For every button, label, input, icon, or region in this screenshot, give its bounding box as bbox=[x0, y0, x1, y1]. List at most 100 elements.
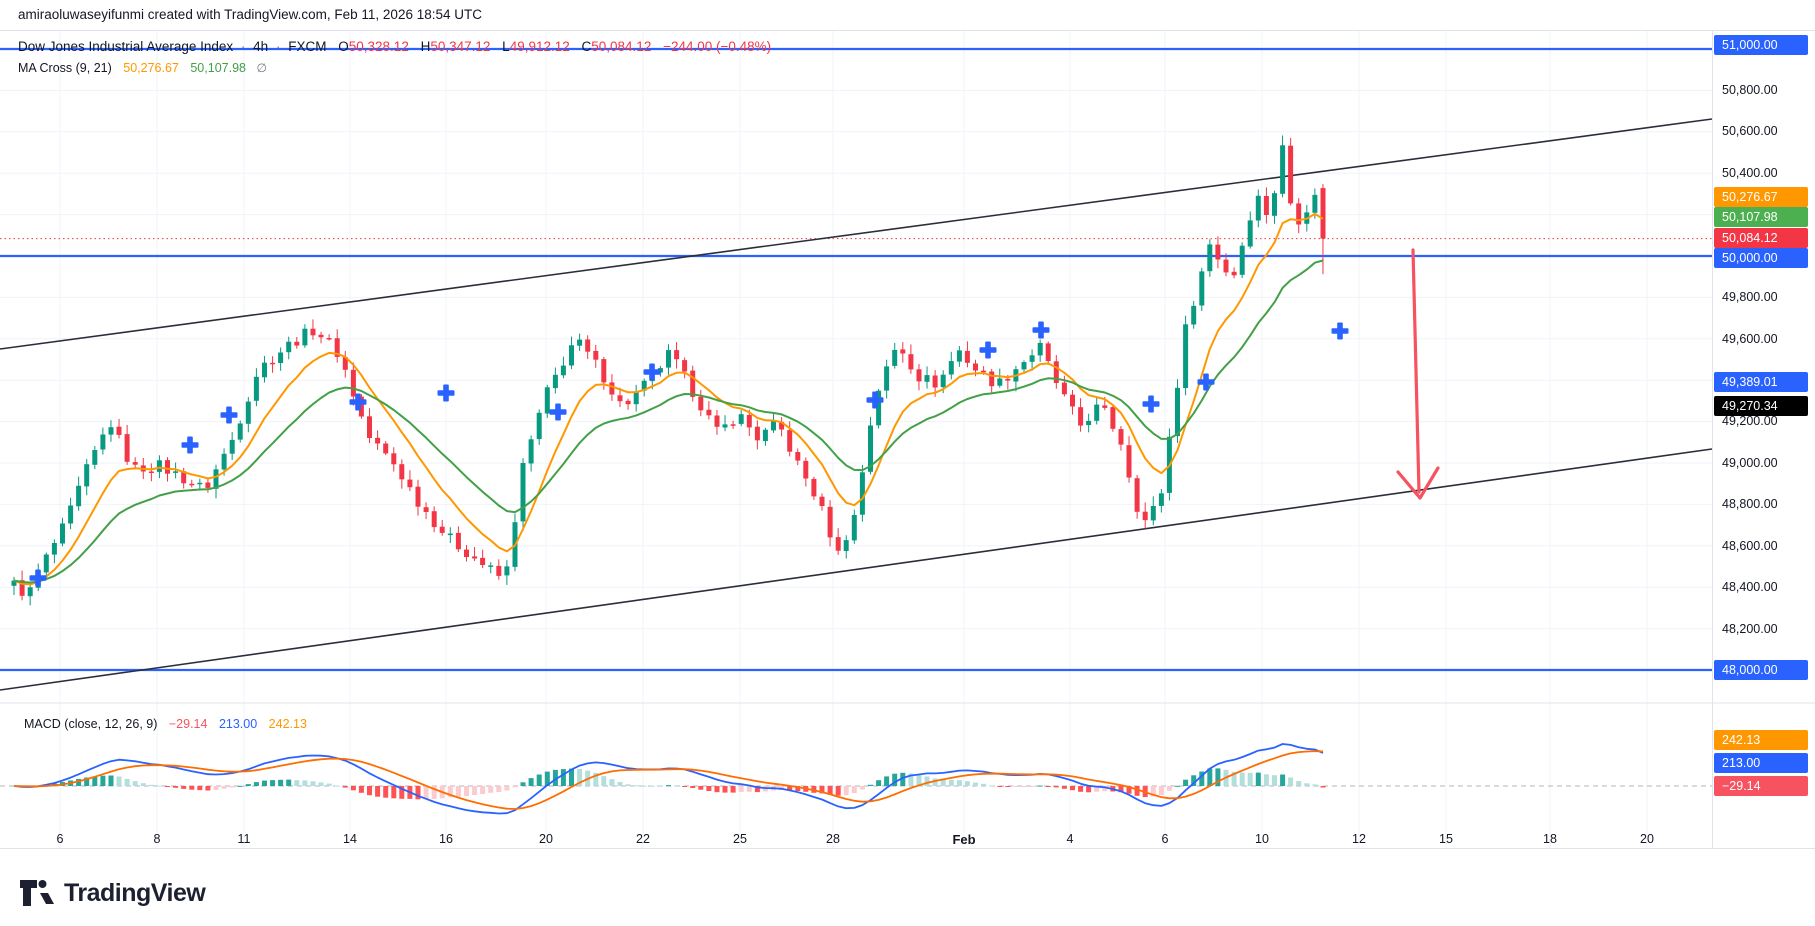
candle[interactable] bbox=[84, 464, 90, 487]
candle[interactable] bbox=[989, 371, 995, 387]
candle[interactable] bbox=[674, 350, 680, 360]
candle[interactable] bbox=[771, 421, 776, 431]
indicator-hidden-icon[interactable]: ∅ bbox=[256, 61, 267, 75]
candle[interactable] bbox=[754, 426, 760, 441]
candle[interactable] bbox=[609, 382, 615, 395]
candle[interactable] bbox=[229, 439, 235, 454]
ma-cross-marker[interactable] bbox=[979, 341, 997, 359]
candle[interactable] bbox=[1223, 259, 1229, 273]
candle[interactable] bbox=[455, 532, 461, 550]
exchange-label[interactable]: FXCM bbox=[288, 39, 327, 54]
candle[interactable] bbox=[520, 463, 526, 522]
candle[interactable] bbox=[1175, 387, 1180, 437]
candle[interactable] bbox=[730, 424, 736, 426]
candle[interactable] bbox=[536, 412, 542, 440]
candles[interactable] bbox=[11, 135, 1326, 606]
candle[interactable] bbox=[819, 496, 825, 506]
candle[interactable] bbox=[1037, 342, 1043, 356]
candle[interactable] bbox=[738, 414, 744, 424]
candle[interactable] bbox=[221, 453, 227, 470]
candle[interactable] bbox=[528, 439, 534, 464]
candle[interactable] bbox=[924, 375, 930, 382]
candle[interactable] bbox=[302, 328, 308, 346]
candle[interactable] bbox=[132, 462, 138, 465]
candle[interactable] bbox=[1078, 407, 1084, 426]
candle[interactable] bbox=[552, 374, 558, 389]
candle[interactable] bbox=[973, 363, 978, 371]
candle[interactable] bbox=[560, 365, 566, 376]
candle[interactable] bbox=[92, 450, 98, 465]
candle[interactable] bbox=[262, 362, 267, 378]
candle[interactable] bbox=[916, 369, 922, 382]
ma-cross-marker[interactable] bbox=[1032, 321, 1050, 339]
candle[interactable] bbox=[892, 349, 898, 366]
candle[interactable] bbox=[1207, 244, 1213, 272]
candle[interactable] bbox=[908, 354, 914, 370]
candle[interactable] bbox=[1231, 271, 1237, 276]
candle[interactable] bbox=[375, 437, 381, 444]
candle[interactable] bbox=[714, 415, 720, 427]
candle[interactable] bbox=[270, 362, 276, 365]
candle[interactable] bbox=[1045, 343, 1051, 361]
candle[interactable] bbox=[27, 587, 33, 597]
ma-cross-marker[interactable] bbox=[29, 569, 47, 587]
candle[interactable] bbox=[43, 554, 49, 573]
candle[interactable] bbox=[205, 482, 211, 488]
arrow-shaft[interactable] bbox=[1411, 248, 1421, 494]
candle[interactable] bbox=[544, 387, 550, 414]
candle[interactable] bbox=[940, 374, 946, 388]
candle[interactable] bbox=[964, 350, 970, 363]
candle[interactable] bbox=[245, 401, 251, 424]
candle[interactable] bbox=[569, 345, 574, 366]
candle[interactable] bbox=[1070, 394, 1075, 407]
candle[interactable] bbox=[633, 391, 639, 405]
candle[interactable] bbox=[884, 366, 890, 391]
candle[interactable] bbox=[997, 378, 1003, 386]
candle[interactable] bbox=[827, 506, 833, 538]
interval-label[interactable]: 4h bbox=[253, 39, 269, 54]
candle[interactable] bbox=[504, 566, 510, 576]
ma-cross-marker[interactable] bbox=[349, 393, 367, 411]
candle[interactable] bbox=[1005, 378, 1011, 381]
candle[interactable] bbox=[1288, 145, 1294, 204]
candle[interactable] bbox=[383, 443, 389, 454]
candle[interactable] bbox=[1272, 193, 1277, 216]
candle[interactable] bbox=[803, 460, 809, 479]
candle[interactable] bbox=[423, 507, 429, 512]
candle[interactable] bbox=[1158, 493, 1164, 506]
candle[interactable] bbox=[625, 400, 631, 405]
ma-cross-marker[interactable] bbox=[220, 406, 238, 424]
candle[interactable] bbox=[779, 421, 785, 430]
candle[interactable] bbox=[439, 526, 445, 533]
candle[interactable] bbox=[1150, 506, 1156, 521]
candle[interactable] bbox=[641, 380, 647, 391]
candle[interactable] bbox=[464, 549, 469, 557]
candle[interactable] bbox=[690, 370, 696, 397]
horizontal-price-lines[interactable] bbox=[0, 47, 1712, 672]
candle[interactable] bbox=[1215, 244, 1221, 260]
candle[interactable] bbox=[278, 352, 284, 364]
ma-cross-marker[interactable] bbox=[643, 363, 661, 381]
candle[interactable] bbox=[213, 469, 219, 489]
candle[interactable] bbox=[1312, 194, 1318, 213]
candle[interactable] bbox=[488, 565, 494, 567]
candle[interactable] bbox=[181, 471, 187, 484]
candle[interactable] bbox=[334, 338, 340, 357]
candle[interactable] bbox=[787, 430, 793, 452]
candle[interactable] bbox=[1029, 355, 1035, 362]
candle[interactable] bbox=[472, 556, 478, 559]
candle[interactable] bbox=[585, 339, 591, 352]
candle[interactable] bbox=[811, 478, 817, 497]
candle[interactable] bbox=[100, 434, 106, 450]
candle[interactable] bbox=[237, 423, 243, 440]
candle[interactable] bbox=[197, 482, 203, 485]
trendline[interactable] bbox=[0, 118, 1713, 350]
candle[interactable] bbox=[1102, 405, 1108, 408]
ma-cross-marker[interactable] bbox=[1142, 395, 1160, 413]
candle[interactable] bbox=[124, 434, 130, 462]
candle[interactable] bbox=[342, 357, 348, 370]
ma-cross-marker[interactable] bbox=[549, 403, 567, 421]
ma-cross-marker[interactable] bbox=[866, 391, 884, 409]
candle[interactable] bbox=[666, 350, 671, 368]
candle[interactable] bbox=[1296, 203, 1302, 225]
